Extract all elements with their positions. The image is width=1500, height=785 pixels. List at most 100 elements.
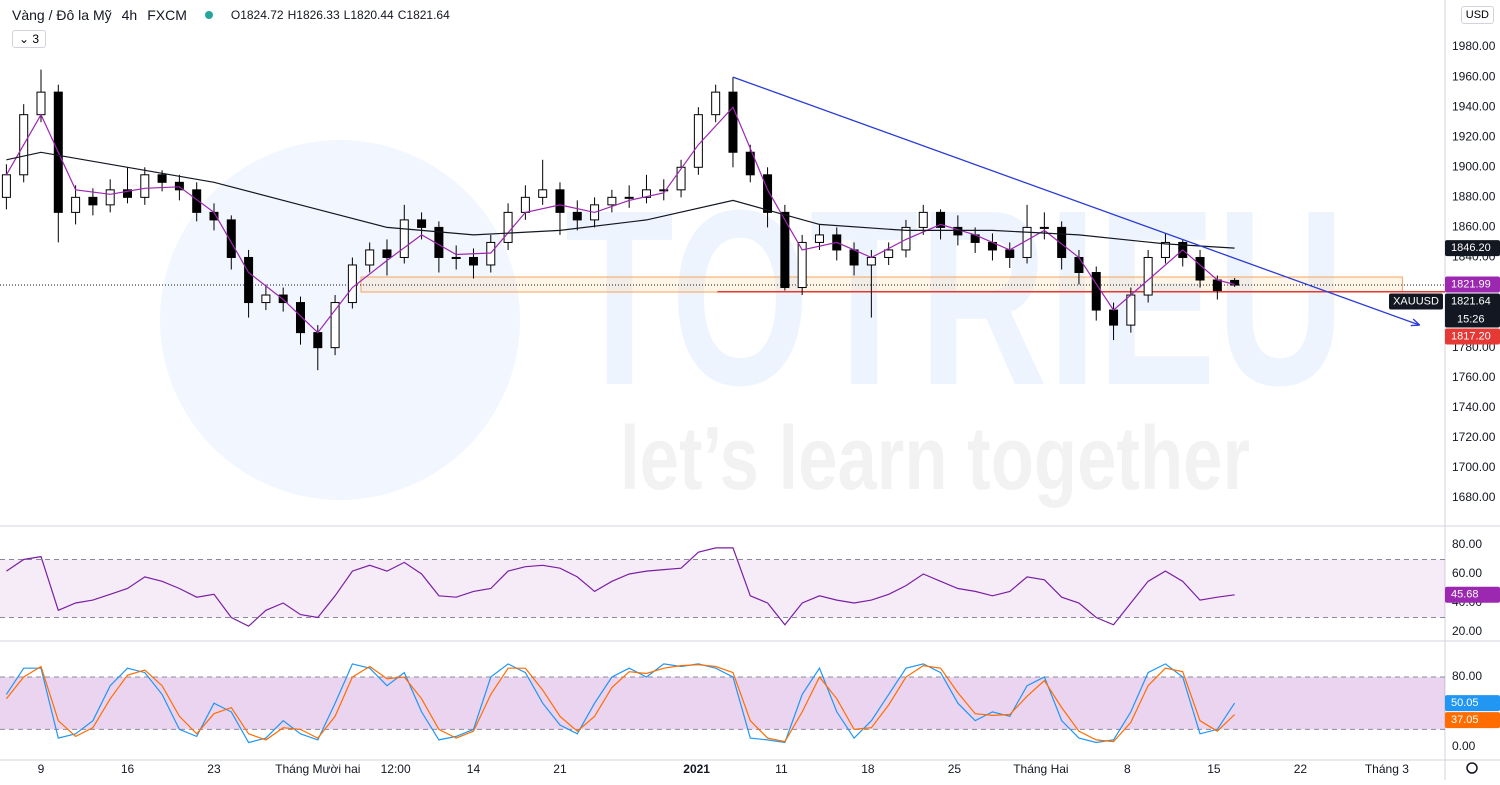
candle-body: [1005, 249, 1015, 258]
candle-body: [918, 211, 928, 228]
x-tick-label: 12:00: [381, 762, 411, 776]
y-tick-label: 1760.00: [1452, 370, 1496, 384]
candle-body: [451, 256, 461, 259]
price-tag-label: 1846.20: [1451, 242, 1491, 254]
watermark: TOTRIEU let’s learn together: [160, 140, 1345, 509]
x-tick-label: 11: [775, 762, 788, 776]
x-tick-label: Tháng Mười hai: [275, 762, 360, 776]
y-tick-label: 1680.00: [1452, 490, 1496, 504]
candle-body: [313, 332, 323, 349]
y-tick-label: 60.00: [1452, 566, 1482, 580]
candle-body: [711, 91, 721, 116]
band: [0, 676, 1445, 730]
x-tick-label: Tháng 3: [1365, 762, 1409, 776]
y-tick-label: 80.00: [1452, 669, 1482, 683]
x-tick-label: 16: [121, 762, 135, 776]
y-tick-label: 1980.00: [1452, 39, 1496, 53]
y-tick-label: 1880.00: [1452, 190, 1496, 204]
candle-body: [901, 226, 911, 251]
candle-body: [295, 302, 305, 334]
band: [0, 559, 1445, 618]
watermark-slogan: let’s learn together: [620, 409, 1250, 509]
price-tag-label: 37.05: [1451, 714, 1479, 726]
interval: 4h: [121, 7, 138, 23]
candle-body: [1160, 241, 1170, 258]
candle-body: [763, 174, 773, 213]
candle-body: [330, 302, 340, 349]
settings-icon[interactable]: [1466, 762, 1478, 774]
candle-body: [1039, 226, 1049, 229]
candle-body: [1057, 226, 1067, 258]
indicator-line: [6, 547, 1235, 627]
candle-body: [780, 211, 790, 289]
symbol-tag: [1389, 293, 1443, 310]
y-tick-label: 1860.00: [1452, 220, 1496, 234]
x-tick-label: 23: [207, 762, 221, 776]
candle-body: [849, 249, 859, 266]
y-tick-label: 1900.00: [1452, 159, 1496, 173]
candle-body: [866, 256, 876, 266]
ohlc-legend: O1824.72 H1826.33 L1820.44 C1821.64: [231, 8, 454, 22]
ohlc-value: 1826.33: [296, 8, 340, 22]
candle-body: [884, 249, 894, 258]
moving-average: [5, 106, 1235, 334]
ohlc-value: 1821.64: [406, 8, 450, 22]
y-tick-label: 0.00: [1452, 739, 1476, 753]
candle-body: [71, 196, 81, 213]
y-tick-label: 80.00: [1452, 537, 1482, 551]
ohlc-key: C: [397, 8, 407, 22]
candle-body: [1091, 271, 1101, 311]
x-tick-label: 18: [861, 762, 875, 776]
zone: [360, 276, 1403, 293]
x-tick-label: 21: [553, 762, 567, 776]
indicator-line: [5, 664, 1236, 743]
candle-body: [659, 189, 669, 192]
candle-body: [1074, 256, 1084, 273]
x-tick-label: Tháng Hai: [1013, 762, 1068, 776]
x-tick-label: 15: [1207, 762, 1221, 776]
candle-body: [157, 174, 167, 183]
y-tick-label: 1920.00: [1452, 129, 1496, 143]
candle-body: [1230, 279, 1240, 286]
price-tag: [1445, 328, 1500, 345]
candle-body: [538, 189, 548, 198]
y-tick-label: 1940.00: [1452, 99, 1496, 113]
exchange: FXCM: [147, 7, 187, 23]
x-tick-label: 14: [467, 762, 481, 776]
candle-body: [382, 249, 392, 258]
candle-body: [174, 181, 184, 191]
y-tick-label: 1700.00: [1452, 460, 1496, 474]
candle-body: [88, 196, 98, 206]
price-tag-label: 1821.99: [1451, 278, 1491, 290]
currency[interactable]: USD: [1460, 6, 1494, 24]
countdown: 15:26: [1457, 313, 1485, 325]
watermark-logo: [160, 140, 520, 500]
price-tag: [1445, 240, 1500, 257]
x-tick-label: 22: [1294, 762, 1308, 776]
ohlc-value: 1820.44: [350, 8, 394, 22]
candle-body: [814, 234, 824, 243]
x-tick-label: 9: [38, 762, 45, 776]
candle-body: [1126, 294, 1136, 326]
trendline-arrow: [1410, 318, 1421, 327]
candle-body: [1143, 256, 1153, 296]
price-tag-label: 50.05: [1451, 697, 1479, 709]
candle-body: [745, 151, 755, 176]
candle-body: [140, 174, 150, 198]
moving-average: [6, 151, 1235, 249]
indicator-toggle[interactable]: ⌄ 3: [12, 30, 47, 48]
x-tick-label: 25: [948, 762, 962, 776]
indicator-line: [5, 663, 1236, 744]
candle-body: [105, 189, 115, 206]
price-tag-label: 45.68: [1451, 589, 1479, 601]
candle-body: [192, 189, 202, 213]
price-tag: [1445, 293, 1500, 328]
candle-body: [607, 196, 617, 206]
price-tag: [1445, 276, 1500, 293]
price-tag: [1445, 695, 1500, 712]
ohlc-key: O: [230, 8, 241, 22]
price-tag: [1445, 712, 1500, 729]
y-tick-label: 1960.00: [1452, 69, 1496, 83]
